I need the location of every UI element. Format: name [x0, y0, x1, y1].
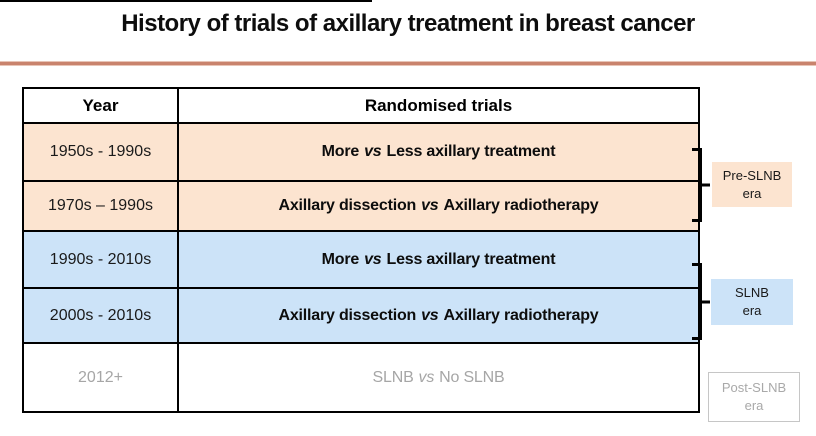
- year-cell: 1970s – 1990s: [22, 180, 179, 232]
- trial-text: Axillary radiotherapy: [443, 306, 599, 324]
- table-row: 1970s – 1990s Axillary dissection vs Axill…: [22, 180, 700, 232]
- bracket-stub: [699, 183, 710, 187]
- top-edge-artifact: [0, 0, 372, 2]
- era-label-line2: era: [744, 398, 764, 413]
- slnb-era-label: SLNB era: [711, 279, 793, 325]
- trial-text: Less axillary treatment: [386, 250, 556, 268]
- year-cell: 1950s - 1990s: [22, 122, 179, 182]
- vs-text: vs: [421, 197, 439, 214]
- trial-text: No SLNB: [439, 368, 505, 386]
- pre-slnb-bracket: [692, 148, 710, 222]
- year-cell: 2012+: [22, 342, 179, 413]
- post-slnb-era-label: Post-SLNB era: [708, 372, 800, 422]
- table-row: 1950s - 1990s More vs Less axillary treatm…: [22, 122, 700, 182]
- trial-cell: Axillary dissection vs Axillary radiothera…: [177, 287, 700, 344]
- era-label-line2: era: [742, 303, 762, 318]
- era-label-line1: Post-SLNB: [721, 380, 787, 396]
- bracket-stub: [699, 300, 710, 303]
- era-label-line1: Pre-SLNB: [722, 167, 782, 183]
- era-label-line2: era: [742, 185, 762, 201]
- vs-text: vs: [418, 368, 435, 386]
- trial-text: Axillary dissection: [278, 197, 417, 214]
- vs-text: vs: [364, 143, 382, 160]
- year-cell: 2000s - 2010s: [22, 287, 179, 344]
- era-label-line1: SLNB: [735, 285, 769, 301]
- pre-slnb-era-label: Pre-SLNB era: [712, 162, 792, 207]
- vs-text: vs: [421, 306, 439, 324]
- trial-cell: More vs Less axillary treatment: [177, 230, 700, 289]
- table-row: 2000s - 2010s Axillary dissection vs Axill…: [22, 287, 700, 344]
- trial-text: More: [321, 250, 360, 268]
- table-row: 2012+ SLNB vs No SLNB: [22, 342, 700, 413]
- vs-text: vs: [364, 250, 382, 268]
- table-header-row: Year Randomised trials: [22, 87, 700, 124]
- slide-title: History of trials of axillary treatment …: [121, 10, 695, 37]
- table-row: 1990s - 2010s More vs Less axillary treatm…: [22, 230, 700, 289]
- trial-cell: More vs Less axillary treatment: [177, 122, 700, 182]
- header-year: Year: [22, 87, 179, 124]
- trial-text: Less axillary treatment: [386, 143, 556, 160]
- year-cell: 1990s - 2010s: [22, 230, 179, 289]
- header-randomised-trials: Randomised trials: [177, 87, 700, 124]
- trial-text: Axillary radiotherapy: [443, 197, 599, 214]
- trial-cell: SLNB vs No SLNB: [177, 342, 700, 413]
- trial-text: SLNB: [372, 368, 414, 386]
- title-divider-line: [0, 61, 816, 66]
- trials-table: Year Randomised trials 1950s - 1990s Mor…: [22, 87, 700, 413]
- trial-text: Axillary dissection: [278, 306, 417, 324]
- slnb-bracket: [692, 263, 710, 340]
- trial-text: More: [321, 143, 360, 160]
- trial-cell: Axillary dissection vs Axillary radiothera…: [177, 180, 700, 232]
